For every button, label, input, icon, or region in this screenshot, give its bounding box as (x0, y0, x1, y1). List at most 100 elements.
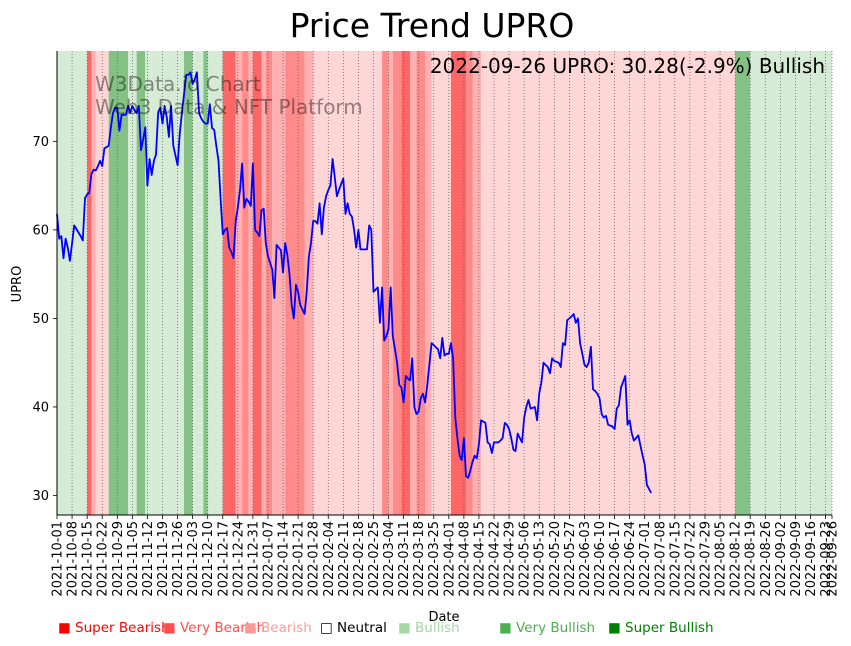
legend-item-very-bullish: ■ Very Bullish (499, 620, 595, 636)
regime-bands (57, 51, 832, 515)
legend-swatch-icon: ■ (499, 620, 517, 636)
regime-band-bullish-37 (750, 51, 766, 515)
x-tick-label-2022-04-15: 2022-04-15 (472, 521, 487, 597)
watermark-line-2: Web3 Data & NFT Platform (95, 95, 363, 119)
regime-band-bearish-34 (472, 51, 482, 515)
x-tick-label-2022-01-07: 2022-01-07 (261, 521, 276, 597)
x-tick-label-2021-12-17: 2021-12-17 (216, 521, 231, 597)
regime-band-very-bearish-21 (285, 51, 305, 515)
regime-band-very-bearish-19 (265, 51, 273, 515)
regime-band-bullish-10 (192, 51, 204, 515)
legend-label: Very Bearish (180, 620, 266, 636)
regime-band-bearish-16 (248, 51, 253, 515)
x-tick-label-2022-03-11: 2022-03-11 (397, 521, 412, 597)
x-tick-label-2022-09-26: 2022-09-26 (826, 521, 841, 597)
x-tick-label-2022-04-22: 2022-04-22 (488, 521, 503, 597)
x-tick-label-2022-08-19: 2022-08-19 (744, 521, 759, 597)
regime-band-very-bullish-36 (735, 51, 751, 515)
regime-band-very-bearish-24 (382, 51, 389, 515)
regime-band-bearish-28 (410, 51, 417, 515)
y-tick-label-30: 30 (32, 489, 49, 504)
legend-label: Super Bullish (625, 620, 714, 636)
x-tick-label-2022-01-14: 2022-01-14 (277, 521, 292, 597)
legend-swatch-icon: ■ (608, 620, 626, 636)
x-tick-label-2022-04-08: 2022-04-08 (457, 521, 472, 597)
x-tick-label-2022-06-03: 2022-06-03 (578, 521, 593, 597)
watermark-line-1: W3Data.io Chart (95, 72, 261, 96)
regime-band-very-bearish-26 (392, 51, 402, 515)
y-tick-label-50: 50 (32, 312, 49, 327)
legend-label: Bearish (261, 620, 312, 636)
regime-band-neutral-23 (313, 51, 383, 515)
regime-band-very-bearish-15 (242, 51, 249, 515)
x-tick-label-2021-12-10: 2021-12-10 (201, 521, 216, 597)
legend-label: Very Bullish (516, 620, 596, 636)
x-tick-label-2021-11-12: 2021-11-12 (141, 521, 156, 597)
x-tick-label-2022-09-02: 2022-09-02 (774, 521, 789, 597)
x-tick-label-2022-07-29: 2022-07-29 (698, 521, 713, 597)
x-tick-label-2022-05-13: 2022-05-13 (533, 521, 548, 597)
x-tick-label-2022-02-25: 2022-02-25 (367, 521, 382, 597)
x-tick-label-2022-03-18: 2022-03-18 (412, 521, 427, 597)
x-tick-label-2022-06-10: 2022-06-10 (593, 521, 608, 597)
legend-item-super-bearish: ■ Super Bearish (58, 620, 170, 636)
x-tick-label-2021-11-05: 2021-11-05 (126, 521, 141, 597)
legend-item-super-bullish: ■ Super Bullish (608, 620, 714, 636)
regime-band-bullish-38 (765, 51, 832, 515)
legend-label: Bullish (415, 620, 460, 636)
legend-swatch-icon: ■ (58, 620, 76, 636)
regime-band-very-bullish-11 (203, 51, 208, 515)
x-tick-label-2021-11-26: 2021-11-26 (171, 521, 186, 597)
price-line-layer (56, 71, 652, 494)
x-tick-label-2021-10-15: 2021-10-15 (81, 521, 96, 597)
regime-band-neutral-35 (481, 51, 736, 515)
x-tick-label-2022-06-24: 2022-06-24 (623, 521, 638, 597)
y-tick-label-40: 40 (32, 400, 49, 415)
headline-status: 2022-09-26 UPRO: 30.28(-2.9%) Bullish (430, 54, 825, 78)
regime-band-very-bearish-33 (466, 51, 473, 515)
legend-swatch-icon: ■ (398, 620, 416, 636)
x-tick-label-2022-04-01: 2022-04-01 (442, 521, 457, 597)
x-tick-label-2022-02-04: 2022-02-04 (322, 521, 337, 597)
legend-label: Super Bearish (75, 620, 170, 636)
regime-band-very-bearish-29 (416, 51, 426, 515)
y-tick-labels: 30 40 50 60 70 (32, 135, 57, 504)
x-tick-label-2021-12-24: 2021-12-24 (231, 521, 246, 597)
legend-item-very-bearish: ■ Very Bearish (163, 620, 265, 636)
legend-item-neutral: □ Neutral (320, 620, 387, 636)
regime-band-very-bullish-6 (136, 51, 146, 515)
x-tick-label-2022-01-21: 2022-01-21 (292, 521, 307, 597)
legend: ■ Super Bearish ■ Very Bearish ■ Bearish □ … (58, 620, 818, 638)
y-tick-label-70: 70 (32, 135, 49, 150)
y-axis-label: UPRO (10, 266, 25, 303)
x-tick-label-2021-12-31: 2021-12-31 (246, 521, 261, 597)
regime-band-bearish-18 (261, 51, 266, 515)
x-tick-label-2022-07-01: 2022-07-01 (638, 521, 653, 597)
x-tick-label-2022-03-04: 2022-03-04 (382, 521, 397, 597)
regime-band-very-bullish-4 (108, 51, 129, 515)
x-tick-label-2021-10-29: 2021-10-29 (111, 521, 126, 597)
x-tick-label-2021-10-22: 2021-10-22 (96, 521, 111, 597)
x-tick-label-2022-08-26: 2022-08-26 (759, 521, 774, 597)
x-tick-label-2022-05-06: 2022-05-06 (518, 521, 533, 597)
x-tick-label-2022-04-29: 2022-04-29 (503, 521, 518, 597)
x-tick-label-2022-08-05: 2022-08-05 (714, 521, 729, 597)
x-tick-label-2021-10-01: 2021-10-01 (51, 521, 66, 597)
x-tick-label-2021-12-03: 2021-12-03 (186, 521, 201, 597)
x-tick-label-2022-09-16: 2022-09-16 (804, 521, 819, 597)
legend-label: Neutral (337, 620, 387, 636)
x-tick-label-2022-02-18: 2022-02-18 (352, 521, 367, 597)
x-tick-label-2022-06-17: 2022-06-17 (608, 521, 623, 597)
x-tick-label-2022-07-08: 2022-07-08 (653, 521, 668, 597)
regime-band-bullish-7 (145, 51, 152, 515)
legend-swatch-icon: ■ (163, 620, 181, 636)
regime-band-bearish-25 (388, 51, 393, 515)
regime-band-super-bearish-1 (87, 51, 92, 515)
regime-band-very-bullish-9 (184, 51, 193, 515)
legend-item-bearish: ■ Bearish (244, 620, 312, 636)
regime-band-bullish-12 (207, 51, 223, 515)
legend-item-bullish: ■ Bullish (398, 620, 460, 636)
x-tick-labels: 2021-10-01 2021-10-08 2021-10-15 2021-10-22… (51, 515, 841, 597)
x-tick-label-2022-02-11: 2022-02-11 (337, 521, 352, 597)
